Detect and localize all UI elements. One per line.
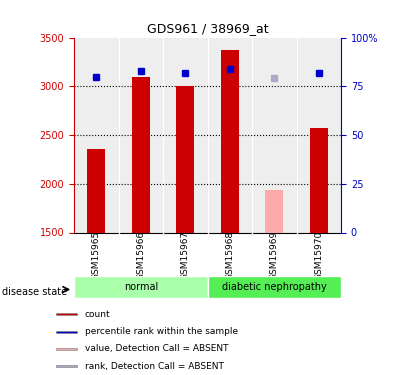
Bar (208, 276, 341, 298)
Bar (55, 331, 77, 333)
Text: GSM15965: GSM15965 (92, 230, 101, 280)
Text: GSM15966: GSM15966 (136, 230, 145, 280)
Text: diabetic nephropathy: diabetic nephropathy (222, 282, 327, 292)
Text: GSM15970: GSM15970 (314, 230, 323, 280)
Text: normal: normal (124, 282, 158, 292)
Bar (87, 148, 105, 232)
Bar (221, 50, 239, 232)
Text: percentile rank within the sample: percentile rank within the sample (85, 327, 238, 336)
Bar (176, 86, 194, 232)
Text: disease state: disease state (2, 287, 67, 297)
Text: GSM15967: GSM15967 (181, 230, 190, 280)
Bar (74, 276, 208, 298)
Bar (55, 313, 77, 315)
Bar (310, 128, 328, 232)
Text: count: count (85, 310, 110, 319)
Bar (55, 365, 77, 368)
Bar (55, 348, 77, 350)
Bar (132, 76, 150, 232)
Text: GSM15968: GSM15968 (225, 230, 234, 280)
Title: GDS961 / 38969_at: GDS961 / 38969_at (147, 22, 268, 35)
Text: rank, Detection Call = ABSENT: rank, Detection Call = ABSENT (85, 362, 223, 371)
Text: value, Detection Call = ABSENT: value, Detection Call = ABSENT (85, 345, 228, 354)
Text: GSM15969: GSM15969 (270, 230, 279, 280)
Bar (266, 190, 283, 232)
